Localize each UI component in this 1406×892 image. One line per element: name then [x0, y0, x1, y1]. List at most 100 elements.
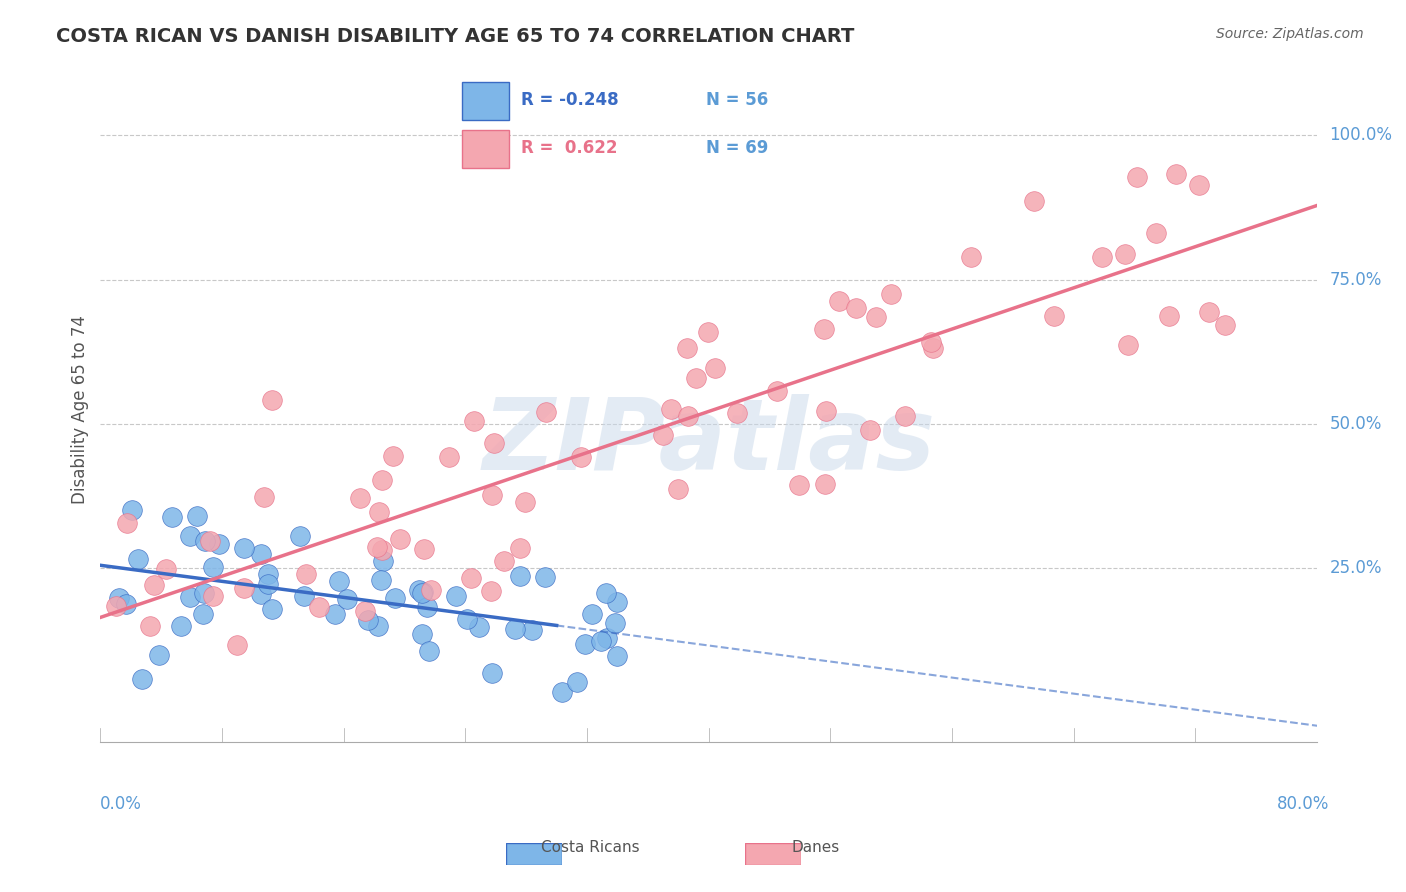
- Point: [353, 604, 375, 618]
- Text: ZIPatlas: ZIPatlas: [482, 394, 935, 491]
- Point: [249, 587, 271, 601]
- Text: Danes: Danes: [792, 840, 839, 855]
- Point: [481, 488, 503, 502]
- Point: [814, 404, 837, 418]
- Point: [666, 483, 689, 497]
- Point: [960, 250, 983, 264]
- Point: [1213, 318, 1236, 333]
- FancyBboxPatch shape: [506, 843, 562, 865]
- Point: [201, 559, 224, 574]
- Point: [253, 490, 276, 504]
- Point: [922, 341, 945, 355]
- Point: [143, 578, 166, 592]
- Point: [569, 450, 592, 464]
- Point: [186, 509, 208, 524]
- Point: [336, 592, 359, 607]
- Point: [308, 600, 330, 615]
- Point: [766, 384, 789, 399]
- Point: [179, 590, 201, 604]
- Point: [1022, 194, 1045, 208]
- Point: [367, 619, 389, 633]
- Point: [589, 634, 612, 648]
- Point: [880, 287, 903, 301]
- Point: [127, 551, 149, 566]
- FancyBboxPatch shape: [461, 82, 509, 120]
- Point: [567, 674, 589, 689]
- Point: [697, 325, 720, 339]
- Point: [533, 570, 555, 584]
- Point: [725, 406, 748, 420]
- Text: R =  0.622: R = 0.622: [520, 139, 617, 157]
- Point: [139, 619, 162, 633]
- Point: [1144, 226, 1167, 240]
- Point: [676, 409, 699, 423]
- Point: [323, 607, 346, 622]
- Point: [262, 393, 284, 408]
- Point: [1198, 305, 1220, 319]
- Point: [479, 584, 502, 599]
- Point: [468, 620, 491, 634]
- Point: [115, 516, 138, 530]
- Point: [456, 612, 478, 626]
- Point: [574, 637, 596, 651]
- Text: 75.0%: 75.0%: [1329, 270, 1382, 289]
- Point: [828, 294, 851, 309]
- Text: COSTA RICAN VS DANISH DISABILITY AGE 65 TO 74 CORRELATION CHART: COSTA RICAN VS DANISH DISABILITY AGE 65 …: [56, 27, 855, 45]
- Point: [1166, 167, 1188, 181]
- Point: [606, 648, 628, 663]
- Point: [1043, 310, 1066, 324]
- Point: [155, 562, 177, 576]
- Point: [260, 602, 283, 616]
- Point: [389, 533, 412, 547]
- Point: [463, 414, 485, 428]
- Point: [193, 607, 215, 621]
- Point: [357, 613, 380, 627]
- Point: [371, 543, 394, 558]
- Point: [366, 540, 388, 554]
- Point: [194, 534, 217, 549]
- Point: [131, 672, 153, 686]
- Point: [1187, 178, 1209, 192]
- Point: [492, 554, 515, 568]
- Point: [193, 585, 215, 599]
- Point: [437, 450, 460, 465]
- Point: [179, 529, 201, 543]
- Point: [412, 585, 434, 599]
- Point: [225, 638, 247, 652]
- Point: [208, 537, 231, 551]
- Point: [107, 591, 129, 605]
- FancyBboxPatch shape: [745, 843, 801, 865]
- Point: [509, 568, 531, 582]
- Point: [200, 533, 222, 548]
- Point: [920, 335, 942, 350]
- Point: [845, 301, 868, 315]
- Point: [202, 589, 225, 603]
- Point: [704, 360, 727, 375]
- Text: Costa Ricans: Costa Ricans: [541, 840, 640, 855]
- Point: [104, 599, 127, 614]
- Point: [509, 541, 531, 555]
- Point: [596, 631, 619, 645]
- Point: [256, 567, 278, 582]
- Point: [814, 476, 837, 491]
- Point: [121, 503, 143, 517]
- Point: [1114, 247, 1136, 261]
- Point: [460, 571, 482, 585]
- Point: [373, 554, 395, 568]
- Point: [503, 622, 526, 636]
- Point: [148, 648, 170, 663]
- Point: [416, 599, 439, 614]
- Point: [371, 473, 394, 487]
- Text: R = -0.248: R = -0.248: [520, 91, 619, 109]
- Point: [685, 371, 707, 385]
- Point: [551, 685, 574, 699]
- Point: [603, 616, 626, 631]
- Point: [865, 310, 887, 324]
- Point: [481, 665, 503, 680]
- Text: 0.0%: 0.0%: [100, 795, 142, 813]
- Point: [160, 509, 183, 524]
- Point: [290, 529, 312, 543]
- Point: [256, 576, 278, 591]
- Point: [349, 491, 371, 505]
- Point: [595, 585, 617, 599]
